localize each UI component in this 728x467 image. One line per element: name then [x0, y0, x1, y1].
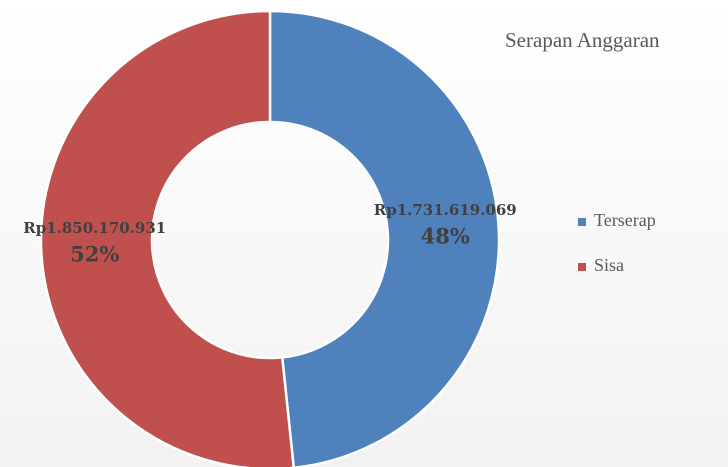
- value-label: Rp1.731.619.069: [374, 201, 517, 219]
- legend-swatch: [578, 218, 586, 226]
- chart-title: Serapan Anggaran: [505, 28, 660, 52]
- percent-label: 48%: [421, 223, 470, 248]
- value-label: Rp1.850.170.931: [23, 219, 166, 237]
- legend-swatch: [578, 263, 586, 271]
- legend-label: Sisa: [594, 255, 624, 275]
- percent-label: 52%: [70, 242, 119, 267]
- donut-slice: [39, 9, 295, 467]
- legend-label: Terserap: [594, 210, 656, 230]
- donut-slice: [268, 9, 501, 467]
